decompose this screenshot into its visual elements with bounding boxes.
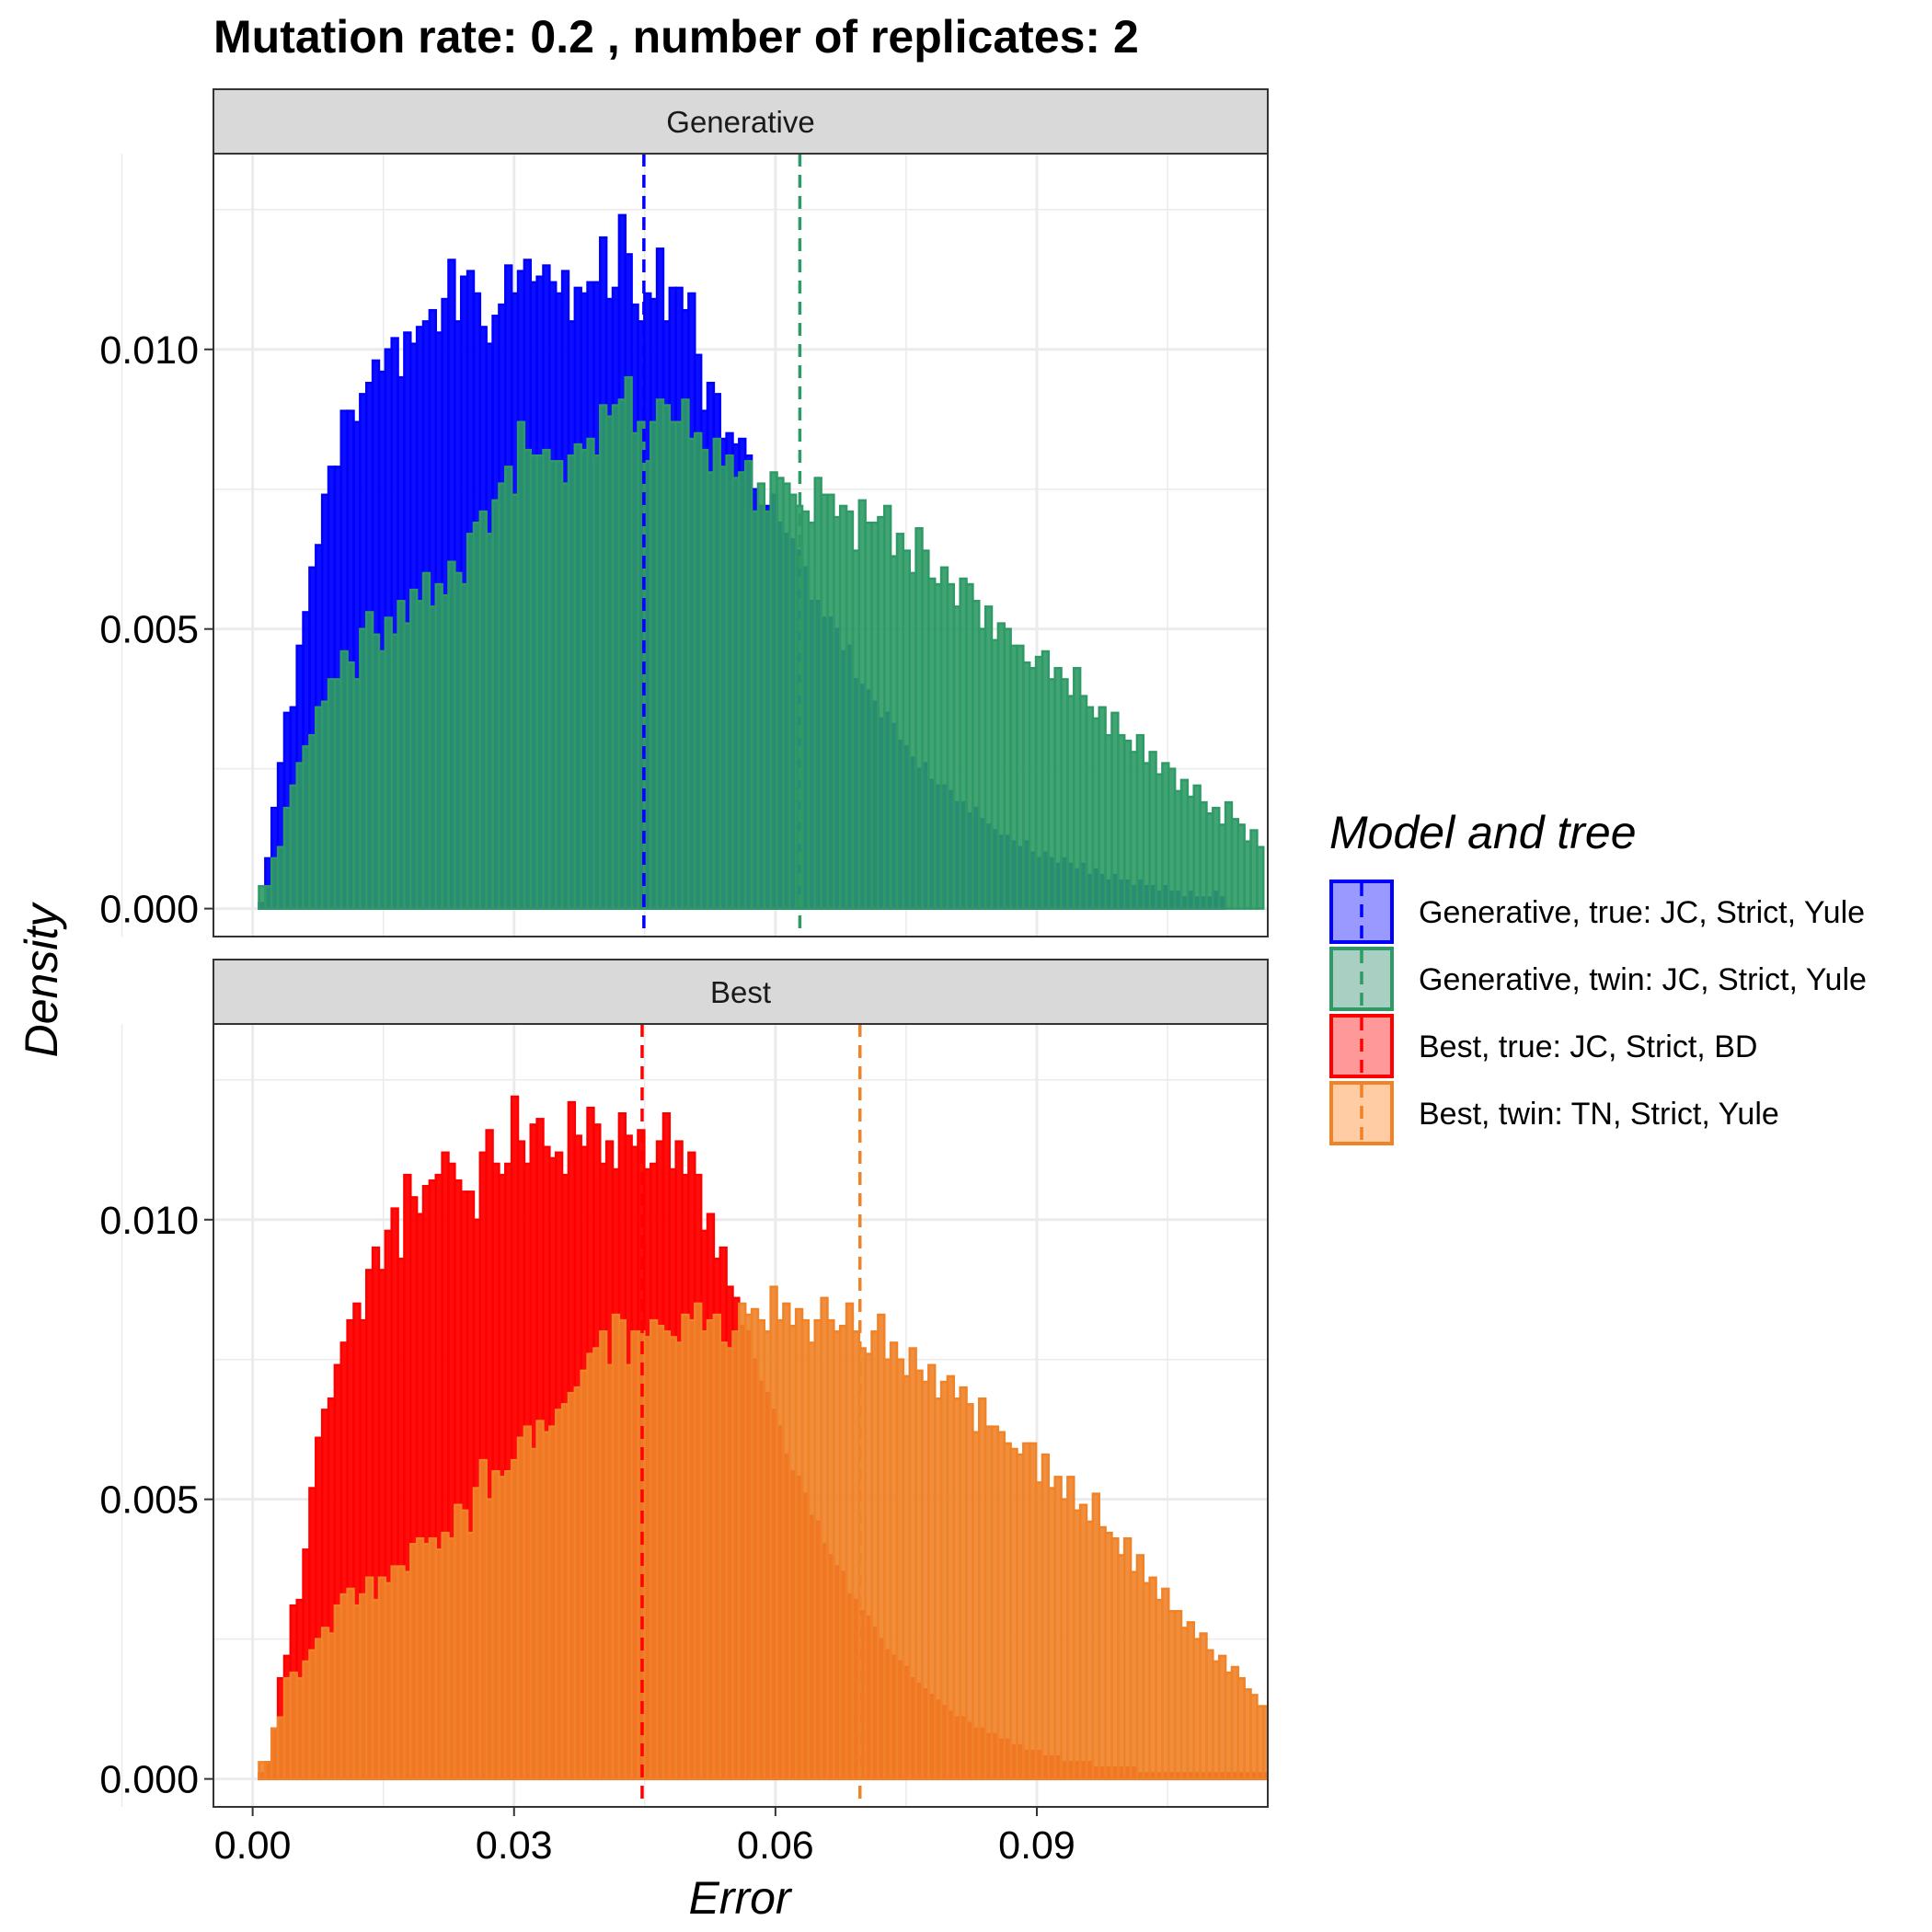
histogram-bar bbox=[1256, 845, 1265, 910]
y-tick-label: 0.010 bbox=[99, 328, 199, 373]
legend-items: Generative, true: JC, Strict, Yule Genera… bbox=[1329, 880, 1867, 1145]
legend-item: Generative, true: JC, Strict, Yule bbox=[1329, 880, 1865, 944]
panels-layer: Generative 0.000 0.005 0.010 Best 0.000 0.005 0… bbox=[99, 88, 1269, 1868]
legend-item: Best, true: JC, Strict, BD bbox=[1329, 1014, 1757, 1078]
facet-strip bbox=[213, 88, 1269, 155]
y-axis-label: Density bbox=[16, 902, 67, 1058]
chart-title: Mutation rate: 0.2 , number of replicate… bbox=[213, 11, 1139, 63]
legend-item: Best, twin: TN, Strict, Yule bbox=[1329, 1081, 1779, 1145]
legend-label: Generative, true: JC, Strict, Yule bbox=[1419, 895, 1865, 930]
legend-item: Generative, twin: JC, Strict, Yule bbox=[1329, 947, 1867, 1011]
series-1-bars bbox=[258, 375, 1265, 910]
legend-label: Best, twin: TN, Strict, Yule bbox=[1419, 1097, 1779, 1132]
panel-border bbox=[213, 153, 1269, 937]
y-tick-label: 0.000 bbox=[99, 1758, 199, 1802]
facet-strip-label: Best bbox=[710, 975, 771, 1009]
legend-title: Model and tree bbox=[1329, 807, 1637, 858]
x-axis-label: Error bbox=[688, 1872, 792, 1924]
panel-border bbox=[213, 1023, 1269, 1808]
legend-label: Generative, twin: JC, Strict, Yule bbox=[1419, 962, 1867, 997]
panel-best: Best 0.000 0.005 0.010 0.00 0.03 0.06 0.09 bbox=[99, 959, 1269, 1868]
x-tick-label: 0.09 bbox=[998, 1823, 1075, 1868]
histogram-bar bbox=[1262, 1705, 1268, 1780]
x-tick-label: 0.03 bbox=[476, 1823, 553, 1868]
y-tick-label: 0.010 bbox=[99, 1199, 199, 1243]
panel-generative: Generative 0.000 0.005 0.010 bbox=[99, 88, 1269, 937]
y-tick-label: 0.005 bbox=[99, 608, 199, 652]
bars-layer bbox=[258, 213, 1265, 910]
legend: Model and tree Generative, true: JC, Str… bbox=[1329, 807, 1867, 1145]
legend-label: Best, true: JC, Strict, BD bbox=[1419, 1029, 1757, 1064]
x-tick-label: 0.06 bbox=[737, 1823, 814, 1868]
y-tick-label: 0.005 bbox=[99, 1478, 199, 1523]
x-tick-label: 0.00 bbox=[214, 1823, 292, 1868]
y-tick-label: 0.000 bbox=[99, 888, 199, 932]
facet-strip bbox=[213, 959, 1269, 1025]
facet-strip-label: Generative bbox=[666, 105, 814, 139]
bars-layer bbox=[258, 1095, 1268, 1780]
